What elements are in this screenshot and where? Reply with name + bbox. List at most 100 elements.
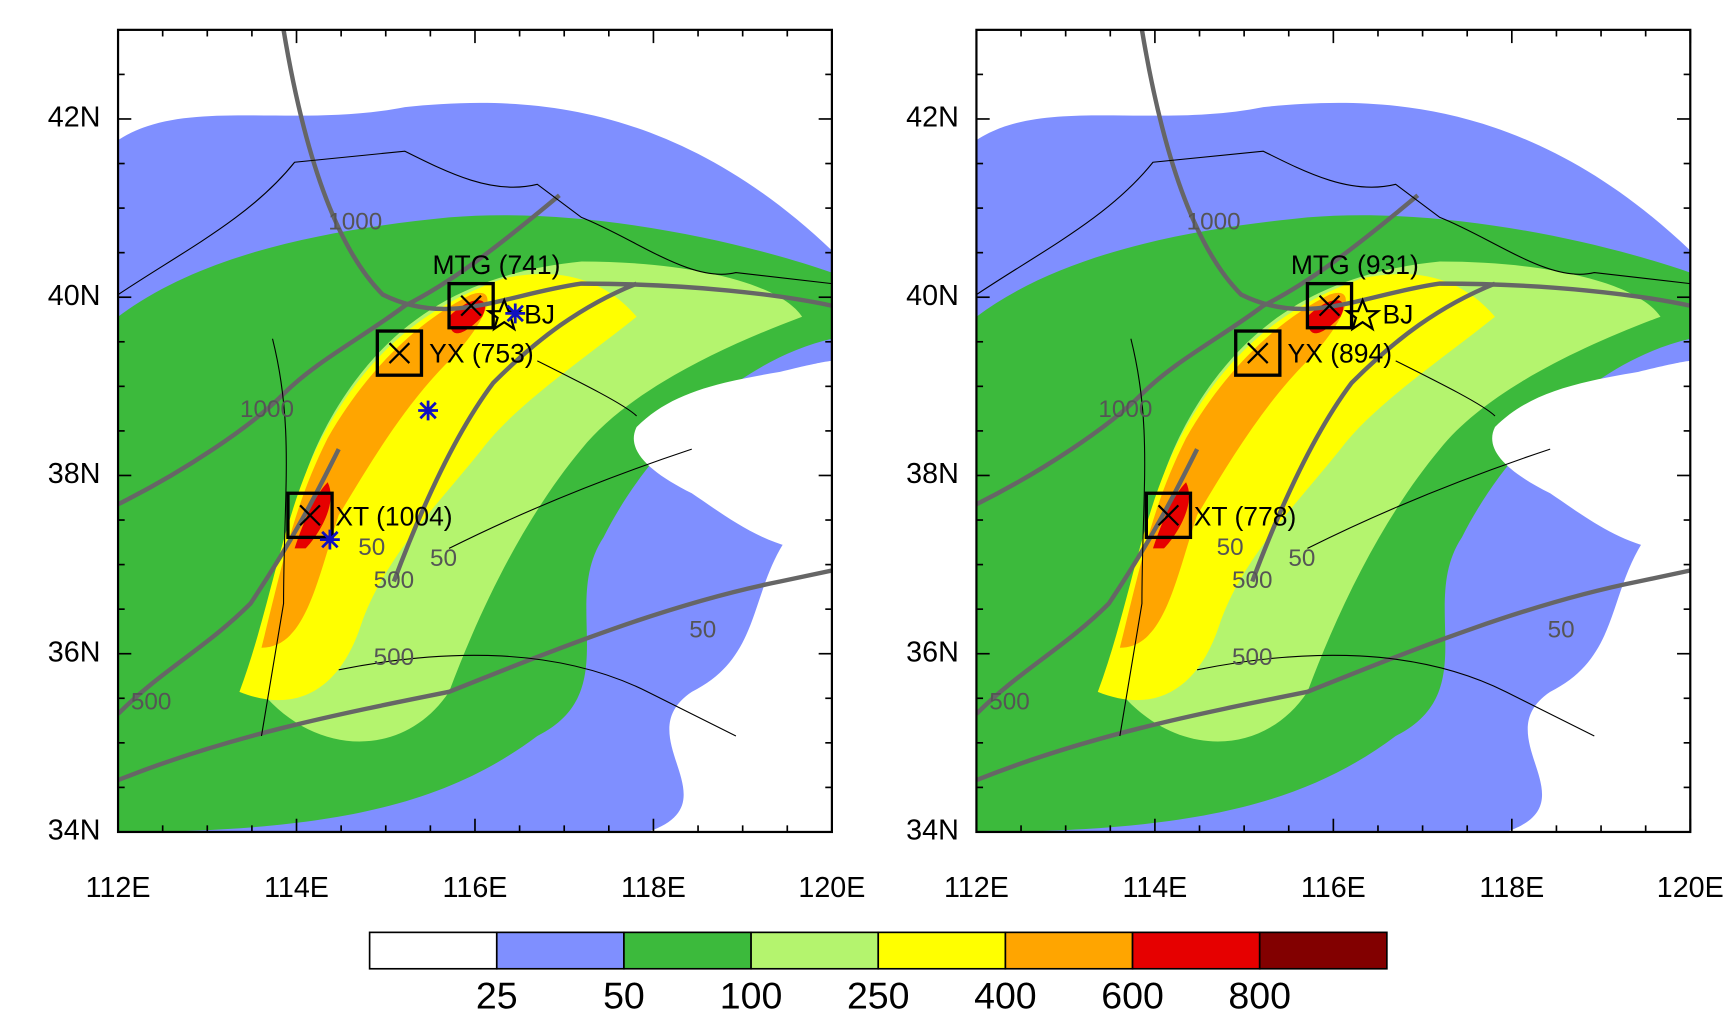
contour-label: 500 (374, 644, 415, 671)
sea (633, 360, 832, 551)
contour-label: 50 (430, 545, 457, 572)
colorbar-label: 600 (1101, 974, 1164, 1016)
station-label: MTG (931) (1291, 250, 1419, 280)
terrain-contour (118, 568, 832, 783)
station-box (286, 491, 334, 540)
colorbar-swatch (368, 931, 498, 970)
colorbar-swatch (623, 931, 752, 970)
station-box (1144, 491, 1193, 540)
contour-label: 50 (1217, 534, 1244, 561)
precip-area (1152, 300, 1344, 549)
y-tick-label: 34N (48, 815, 101, 847)
station-marker (1157, 504, 1180, 527)
station-box (1234, 329, 1282, 377)
y-tick-label: 40N (48, 280, 101, 312)
colorbar-label: 50 (603, 974, 645, 1016)
x-tick-label: 116E (1301, 872, 1366, 904)
colorbar-label: 250 (847, 974, 910, 1016)
terrain-contour (976, 448, 1200, 716)
station-box (1305, 281, 1354, 330)
contour-label: 500 (374, 567, 415, 594)
x-tick-label: 118E (621, 872, 686, 904)
station-label: MTG (741) (433, 250, 561, 280)
province-border (118, 150, 832, 737)
station-box (375, 329, 424, 377)
contour-label: 1000 (1098, 396, 1152, 423)
x-tick-label: 118E (1479, 872, 1544, 904)
field: 1000 1000 500 50 50 500 500 50 (118, 29, 832, 832)
y-tick-label: 42N (48, 102, 101, 134)
contour-label: 500 (1232, 567, 1273, 594)
observation-marker (505, 303, 526, 324)
station-label: YX (894) (1288, 338, 1392, 368)
x-tick-label: 112E (944, 872, 1009, 904)
station-label: XT (1004) (335, 502, 452, 532)
colorbar-label: 100 (720, 974, 783, 1016)
terrain-contour (1139, 29, 1691, 312)
x-tick-label: 116E (443, 872, 508, 904)
x-tick-label: 114E (264, 872, 329, 904)
contour-label: 500 (989, 688, 1030, 715)
y-tick-label: 34N (906, 815, 959, 847)
precip-area (1119, 292, 1346, 648)
station-marker (299, 504, 321, 527)
colorbar-label: 400 (974, 974, 1037, 1016)
contour-label: 50 (689, 617, 716, 644)
sea (1492, 360, 1691, 551)
colorbar-swatch (877, 931, 1007, 970)
x-tick-label: 112E (86, 872, 151, 904)
colorbar-swatch (1004, 931, 1134, 970)
city-star (1343, 297, 1382, 332)
station-box (447, 281, 495, 330)
colorbar-swatch (495, 931, 625, 970)
colorbar-swatch (750, 931, 880, 970)
y-tick-label: 42N (906, 102, 959, 134)
contour-label: 1000 (240, 396, 294, 423)
x-tick-label: 120E (1657, 872, 1724, 904)
contour-label: 50 (358, 534, 385, 561)
precip-area (294, 300, 486, 549)
terrain-contour (118, 193, 561, 507)
terrain-contour (1250, 281, 1496, 583)
y-tick-label: 40N (906, 280, 959, 312)
terrain-contour (976, 568, 1691, 783)
terrain-contour (281, 29, 832, 312)
terrain-contour (118, 448, 341, 716)
map-panel: 1000 1000 500 50 50 500 500 50 112E 114E 116E 118E 1… (906, 28, 1724, 904)
contour-label: 500 (131, 688, 172, 715)
field: 1000 1000 500 50 50 500 500 50 (976, 29, 1691, 832)
terrain-contour (391, 281, 638, 583)
y-tick-label: 36N (906, 636, 959, 668)
city-label: BJ (1382, 300, 1413, 330)
contour-label: 50 (1548, 617, 1575, 644)
observation-marker (319, 529, 340, 550)
precip-area (1097, 274, 1495, 701)
contour-label: 50 (1288, 545, 1315, 572)
station-marker (460, 294, 482, 317)
observation-marker (418, 400, 439, 421)
station-marker (1247, 342, 1269, 364)
colorbar: 25 50 100 250 400 600 800 (368, 931, 1388, 1016)
contour-label: 1000 (1187, 208, 1241, 235)
colorbar-label: 800 (1228, 974, 1291, 1016)
y-tick-label: 36N (48, 636, 101, 668)
contour-label: 500 (1232, 644, 1273, 671)
station-marker (1318, 294, 1341, 317)
precip-area (239, 274, 637, 701)
colorbar-swatch (1258, 931, 1388, 970)
city-label: BJ (524, 300, 555, 330)
y-tick-label: 38N (48, 458, 101, 490)
map-panel: 1000 1000 500 50 50 500 500 50 112E 114E 116E 118E 1… (48, 28, 865, 904)
station-label: XT (778) (1194, 502, 1297, 532)
x-tick-label: 120E (798, 872, 865, 904)
station-label: YX (753) (429, 338, 533, 368)
contour-label: 1000 (328, 208, 382, 235)
colorbar-swatch (1131, 931, 1261, 970)
colorbar-label: 25 (476, 974, 518, 1016)
province-border (976, 150, 1691, 737)
x-tick-label: 114E (1122, 872, 1187, 904)
precip-area (261, 292, 488, 648)
terrain-contour (976, 193, 1420, 507)
station-marker (388, 342, 411, 364)
